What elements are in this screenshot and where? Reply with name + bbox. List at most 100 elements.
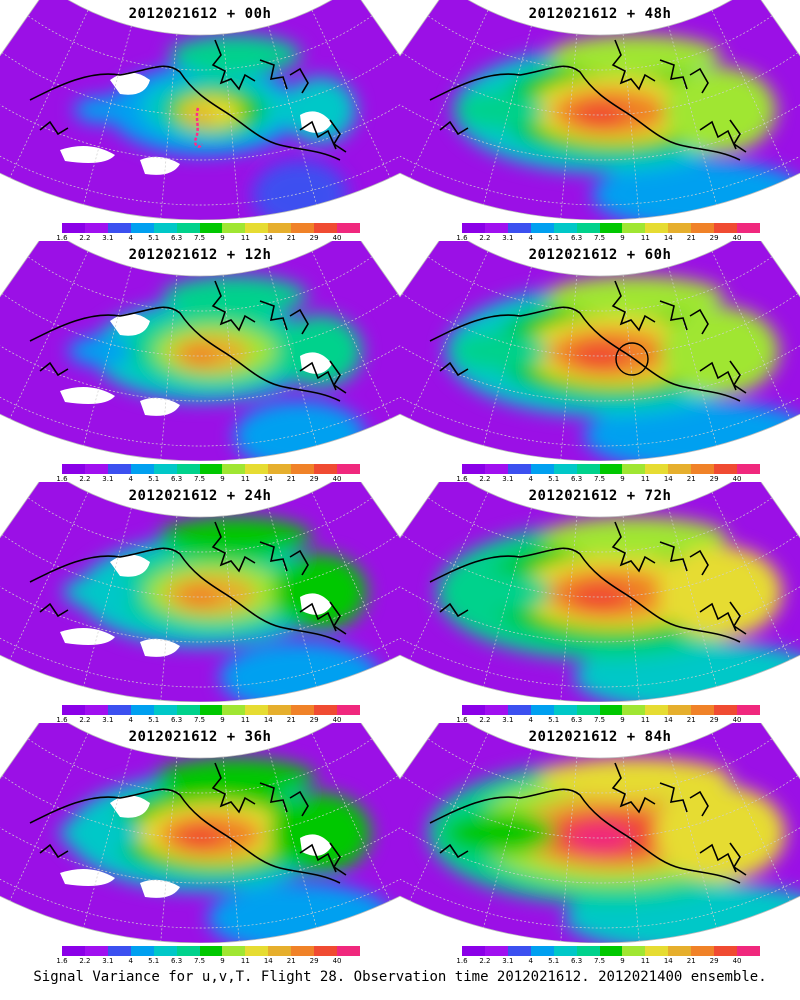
field-blob <box>572 342 628 370</box>
coastline <box>429 521 747 643</box>
map-panel: 2012021612 + 12h 1.6 2.2 3.1 4 5.1 6.3 7.5 9 11 14… <box>0 241 400 483</box>
colorbar-swatch <box>714 946 738 956</box>
map-border <box>400 0 800 220</box>
colorbar-tick-label: 11 <box>240 475 250 483</box>
colorbar-swatch <box>222 464 246 474</box>
field-blob <box>451 331 549 371</box>
colorbar-swatch <box>462 223 485 233</box>
colorbar-swatch <box>645 705 669 715</box>
colorbar-tick-label: 4 <box>128 716 133 724</box>
colorbar-tick-label: 40 <box>332 716 342 724</box>
colorbar-tick-label: 7.5 <box>193 475 206 483</box>
colorbar-ticks: 1.6 2.2 3.1 4 5.1 6.3 7.5 9 11 14 21 29 40 <box>456 475 760 485</box>
colorbar-tick-label: 29 <box>309 716 319 724</box>
flight-track <box>194 107 204 148</box>
field-blob <box>654 785 786 881</box>
colorbar <box>62 223 360 233</box>
graticule <box>0 733 400 942</box>
colorbar-tick-label: 4 <box>528 475 533 483</box>
colorbar <box>462 946 760 956</box>
colorbar-swatch <box>176 705 200 715</box>
colorbar-tick-label: 3.1 <box>502 475 514 483</box>
colorbar-tick-label: 5.1 <box>548 716 560 724</box>
colorbar-ticks: 1.6 2.2 3.1 4 5.1 6.3 7.5 9 11 14 21 29 40 <box>456 234 760 244</box>
colorbar-swatch <box>314 464 338 474</box>
graticule <box>0 492 400 701</box>
field-blob <box>454 91 546 129</box>
field-blob <box>184 105 216 125</box>
colorbar-tick-label: 3.1 <box>502 957 514 965</box>
map-border <box>400 482 800 702</box>
colorbar-tick-label: 1.6 <box>56 957 68 965</box>
colorbar-tick-label: 9 <box>620 475 625 483</box>
colorbar-tick-label: 21 <box>286 475 296 483</box>
colorbar-tick-label: 7.5 <box>593 234 606 242</box>
field-blob <box>573 101 627 129</box>
field-blob <box>68 336 132 366</box>
colorbar-swatch <box>599 223 623 233</box>
colorbar-tick-label: 21 <box>286 716 296 724</box>
colorbar-tick-label: 21 <box>286 957 296 965</box>
colorbar-tick-label: 3.1 <box>502 716 514 724</box>
coastline <box>29 521 347 643</box>
colorbar-swatch <box>222 705 246 715</box>
colorbar-tick-label: 5.1 <box>548 234 560 242</box>
colorbar-swatch <box>553 464 577 474</box>
colorbar-tick-label: 3.1 <box>102 957 114 965</box>
colorbar-swatch <box>84 464 108 474</box>
map-panel: 2012021612 + 72h 1.6 2.2 3.1 4 5.1 6.3 7.5 9 11 14… <box>400 482 800 724</box>
colorbar-swatch <box>153 464 177 474</box>
variance-map <box>0 241 400 461</box>
colorbar-swatch <box>553 946 577 956</box>
colorbar-tick-label: 5.1 <box>148 234 160 242</box>
colorbar-tick-label: 3.1 <box>102 475 114 483</box>
colorbar-tick-label: 7.5 <box>593 957 606 965</box>
colorbar-tick-label: 11 <box>640 475 650 483</box>
missing-data-patches <box>60 795 332 898</box>
colorbar-swatch <box>576 223 600 233</box>
colorbar-swatch <box>668 223 692 233</box>
colorbar-tick-label: 9 <box>220 475 225 483</box>
colorbar-swatch <box>714 223 738 233</box>
colorbar-swatch <box>622 464 646 474</box>
colorbar-swatch <box>291 464 315 474</box>
colorbar-swatch <box>84 223 108 233</box>
field-blob <box>181 345 219 367</box>
colorbar-swatch <box>176 223 200 233</box>
colorbar-swatch <box>245 946 269 956</box>
colorbar-swatch <box>553 705 577 715</box>
colorbar-swatch <box>107 705 131 715</box>
colorbar-tick-label: 40 <box>332 957 342 965</box>
colorbar-tick-label: 9 <box>620 957 625 965</box>
colorbar-ticks: 1.6 2.2 3.1 4 5.1 6.3 7.5 9 11 14 21 29 40 <box>456 957 760 967</box>
field-blob <box>568 822 632 854</box>
panel-title: 2012021612 + 72h <box>528 488 672 504</box>
colorbar-swatch <box>576 464 600 474</box>
colorbar-tick-label: 21 <box>686 475 696 483</box>
field-blob <box>448 572 552 612</box>
map-panel: 2012021612 + 24h 1.6 2.2 3.1 4 5.1 6.3 7.5 9 11 14… <box>0 482 400 724</box>
colorbar-swatch <box>176 946 200 956</box>
colorbar-tick-label: 29 <box>709 475 719 483</box>
colorbar-tick-label: 29 <box>709 716 719 724</box>
colorbar-swatch <box>484 223 508 233</box>
coastline <box>29 762 347 884</box>
colorbar-swatch <box>737 946 760 956</box>
colorbar-swatch <box>84 705 108 715</box>
field-blob <box>546 276 724 316</box>
colorbar-ticks: 1.6 2.2 3.1 4 5.1 6.3 7.5 9 11 14 21 29 40 <box>56 234 360 244</box>
colorbar-tick-label: 3.1 <box>502 234 514 242</box>
map-border <box>400 723 800 943</box>
colorbar-tick-label: 9 <box>620 234 625 242</box>
colorbar-tick-label: 40 <box>732 957 742 965</box>
colorbar-tick-label: 5.1 <box>148 957 160 965</box>
colorbar-swatch <box>337 223 360 233</box>
field-blob <box>273 553 367 631</box>
colorbar-tick-label: 4 <box>528 716 533 724</box>
colorbar-swatch <box>291 946 315 956</box>
colorbar-swatch <box>291 223 315 233</box>
colorbar-swatch <box>737 223 760 233</box>
field-blob <box>444 812 556 854</box>
figure-caption: Signal Variance for u,v,T. Flight 28. Ob… <box>33 969 767 985</box>
field-blob <box>163 276 307 316</box>
